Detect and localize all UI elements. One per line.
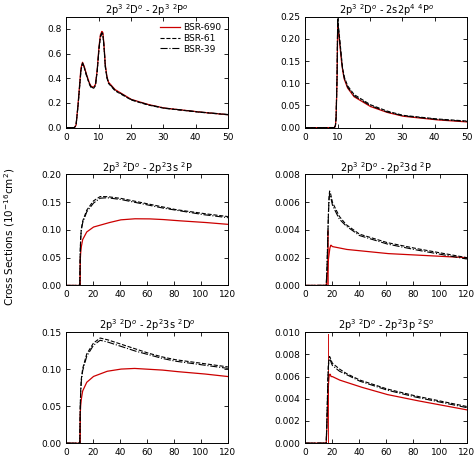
- BSR-61: [125, 95, 131, 101]
- Title: 2p$^3$ $^2$D$^o$ - 2p$^2$3d $^2$P: 2p$^3$ $^2$D$^o$ - 2p$^2$3d $^2$P: [340, 160, 432, 175]
- Title: 2p$^3$ $^2$D$^o$ - 2p$^2$3p $^2$S$^o$: 2p$^3$ $^2$D$^o$ - 2p$^2$3p $^2$S$^o$: [338, 318, 434, 333]
- BSR-61: [99, 31, 105, 36]
- Title: 2p$^3$ $^2$D$^o$ - 2p$^2$3s $^2$D$^o$: 2p$^3$ $^2$D$^o$ - 2p$^2$3s $^2$D$^o$: [99, 318, 195, 333]
- Legend: BSR-690, BSR-61, BSR-39: BSR-690, BSR-61, BSR-39: [158, 21, 223, 55]
- BSR-690: [196, 109, 202, 115]
- BSR-690: [125, 95, 131, 100]
- BSR-690: [184, 108, 190, 113]
- BSR-39: [125, 95, 131, 101]
- BSR-690: [64, 125, 69, 130]
- BSR-61: [169, 106, 174, 112]
- BSR-690: [169, 106, 174, 112]
- BSR-39: [184, 108, 190, 113]
- BSR-690: [161, 105, 166, 111]
- Title: 2p$^3$ $^2$D$^o$ - 2p$^3$ $^2$P$^o$: 2p$^3$ $^2$D$^o$ - 2p$^3$ $^2$P$^o$: [105, 2, 189, 18]
- BSR-61: [196, 109, 202, 115]
- BSR-39: [93, 79, 99, 85]
- BSR-690: [93, 79, 99, 84]
- BSR-39: [169, 106, 174, 112]
- Line: BSR-39: BSR-39: [66, 33, 228, 128]
- Text: Cross Sections (10$^{-16}$cm$^2$): Cross Sections (10$^{-16}$cm$^2$): [2, 168, 17, 306]
- BSR-61: [225, 112, 231, 118]
- Title: 2p$^3$ $^2$D$^o$ - 2p$^2$3s $^2$P: 2p$^3$ $^2$D$^o$ - 2p$^2$3s $^2$P: [102, 160, 192, 175]
- BSR-39: [161, 105, 166, 111]
- Line: BSR-690: BSR-690: [66, 31, 228, 128]
- Line: BSR-61: BSR-61: [66, 34, 228, 128]
- BSR-61: [93, 80, 99, 85]
- BSR-690: [99, 28, 105, 34]
- BSR-39: [225, 112, 231, 118]
- BSR-690: [225, 112, 231, 118]
- Title: 2p$^3$ $^2$D$^o$ - 2s2p$^4$ $^4$P$^o$: 2p$^3$ $^2$D$^o$ - 2s2p$^4$ $^4$P$^o$: [339, 2, 434, 18]
- BSR-39: [64, 125, 69, 130]
- BSR-39: [196, 109, 202, 115]
- BSR-61: [161, 105, 166, 111]
- BSR-61: [64, 125, 69, 130]
- BSR-61: [184, 108, 190, 114]
- BSR-39: [99, 30, 105, 36]
